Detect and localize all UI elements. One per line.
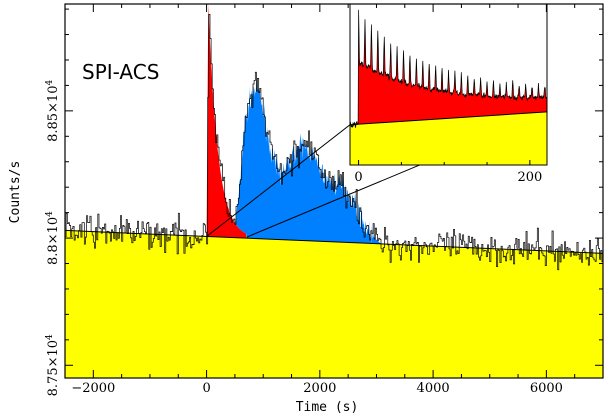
x-tick-label: 6000 — [530, 381, 563, 396]
inset-background-fill — [350, 111, 547, 165]
axes: −2000 0 2000 4000 60008.75×1048.8×1048.85×10… — [45, 3, 604, 396]
y-tick-label: 8.85×104 — [45, 80, 61, 142]
inset-background-fit-line — [350, 111, 547, 126]
red-component-area — [206, 4, 247, 239]
background-fill — [65, 230, 603, 378]
y-tick-label: 8.75×104 — [45, 334, 61, 396]
chart-title: SPI-ACS — [82, 60, 159, 84]
y-tick-label: 8.8×104 — [45, 211, 61, 265]
zoom-connector-line — [206, 124, 351, 237]
x-tick-label: 0 — [202, 381, 210, 396]
background-fit-line — [65, 229, 603, 254]
x-tick-label: 2000 — [303, 381, 336, 396]
inset-plot: 0 200 — [206, 3, 548, 238]
plot-frame — [64, 3, 604, 379]
x-tick-label: 4000 — [417, 381, 450, 396]
blue-component-area — [234, 73, 383, 244]
x-axis-title: Time (s) — [296, 400, 359, 415]
y-axis-title: Counts/s — [8, 161, 23, 224]
inset-x-tick-label: 0 — [354, 170, 362, 185]
inset-light-curve — [350, 9, 547, 128]
inset-x-tick-label: 200 — [517, 170, 542, 185]
x-tick-label: −2000 — [71, 381, 115, 396]
inset-red-component-area — [350, 9, 547, 128]
plot-area — [65, 4, 603, 378]
